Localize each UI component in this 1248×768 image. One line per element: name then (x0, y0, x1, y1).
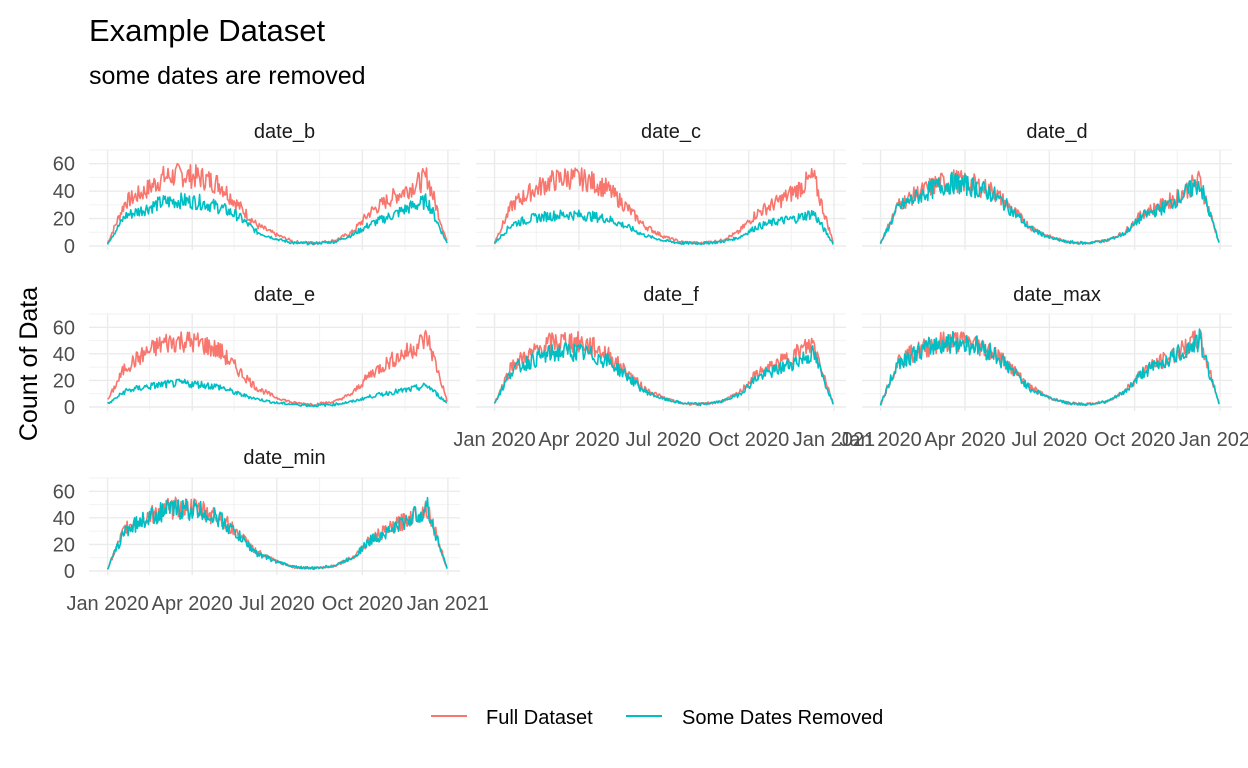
panel-date_e: date_e 0 20 40 60 (53, 284, 460, 419)
legend-label-full: Full Dataset (486, 707, 593, 729)
y-tick-label: 0 (64, 561, 75, 583)
x-tick-label: Jan 2020 (839, 429, 921, 451)
facet-label: date_min (243, 447, 325, 469)
y-tick-label: 20 (53, 209, 75, 231)
x-tick-label: Oct 2020 (708, 429, 789, 451)
series-line-some-dates-removed (493, 209, 834, 246)
y-tick-label: 60 (53, 154, 75, 176)
x-tick-label: Oct 2020 (1094, 429, 1175, 451)
facet-label: date_c (641, 121, 701, 143)
series-line-some-dates-removed (106, 496, 448, 571)
panel-date_min: date_min 0 20 40 60 Jan 2020 Apr 2020 Jul 2020 O… (53, 447, 489, 615)
panel-date_b: date_b 0 20 40 60 (53, 121, 460, 258)
y-tick-label: 60 (53, 481, 75, 503)
y-tick-label: 40 (53, 344, 75, 366)
series-line-full-dataset (493, 167, 834, 245)
facet-label: date_d (1026, 121, 1087, 143)
y-tick-label: 0 (64, 236, 75, 258)
series-line-some-dates-removed (493, 342, 834, 407)
facet-label: date_max (1013, 284, 1101, 306)
facet-label: date_b (254, 121, 315, 143)
x-tick-label: Apr 2020 (152, 593, 233, 615)
x-tick-label: Jan 2021 (793, 429, 875, 451)
x-tick-label: Jan 2020 (453, 429, 535, 451)
panel-date_f: date_f Jan 2020 Apr 2020 Jul 2020 Oct 2020 Ja… (453, 284, 875, 451)
x-tick-label: Oct 2020 (322, 593, 403, 615)
series-line-some-dates-removed (879, 171, 1220, 245)
facet-label: date_f (643, 284, 699, 306)
y-tick-label: 20 (53, 370, 75, 392)
facet-label: date_e (254, 284, 315, 306)
panel-date_d: date_d (862, 121, 1232, 250)
series-line-full-dataset (107, 329, 448, 407)
x-tick-label: Jul 2020 (626, 429, 702, 451)
legend: Full Dataset Some Dates Removed (431, 707, 883, 729)
series-line-some-dates-removed (107, 378, 448, 408)
y-tick-label: 0 (64, 397, 75, 419)
x-tick-label: Jan 2020 (66, 593, 148, 615)
x-tick-label: Jul 2020 (239, 593, 315, 615)
x-tick-label: Jan 2021 (1179, 429, 1248, 451)
y-tick-label: 20 (53, 534, 75, 556)
y-tick-label: 40 (53, 508, 75, 530)
chart-title: Example Dataset (89, 13, 325, 48)
panel-date_c: date_c (476, 121, 846, 250)
chart-subtitle: some dates are removed (89, 62, 366, 90)
panel-date_max: date_max Jan 2020 Apr 2020 Jul 2020 Oct 2020… (839, 284, 1248, 451)
y-tick-label: 40 (53, 181, 75, 203)
legend-label-removed: Some Dates Removed (682, 707, 883, 729)
y-tick-label: 60 (53, 317, 75, 339)
series-line-full-dataset (106, 162, 448, 246)
x-tick-label: Apr 2020 (924, 429, 1005, 451)
y-axis-label: Count of Data (15, 287, 43, 441)
series-line-some-dates-removed (106, 192, 448, 246)
x-tick-label: Jan 2021 (407, 593, 489, 615)
x-tick-label: Apr 2020 (538, 429, 619, 451)
series-line-some-dates-removed (879, 328, 1220, 406)
x-tick-label: Jul 2020 (1012, 429, 1088, 451)
